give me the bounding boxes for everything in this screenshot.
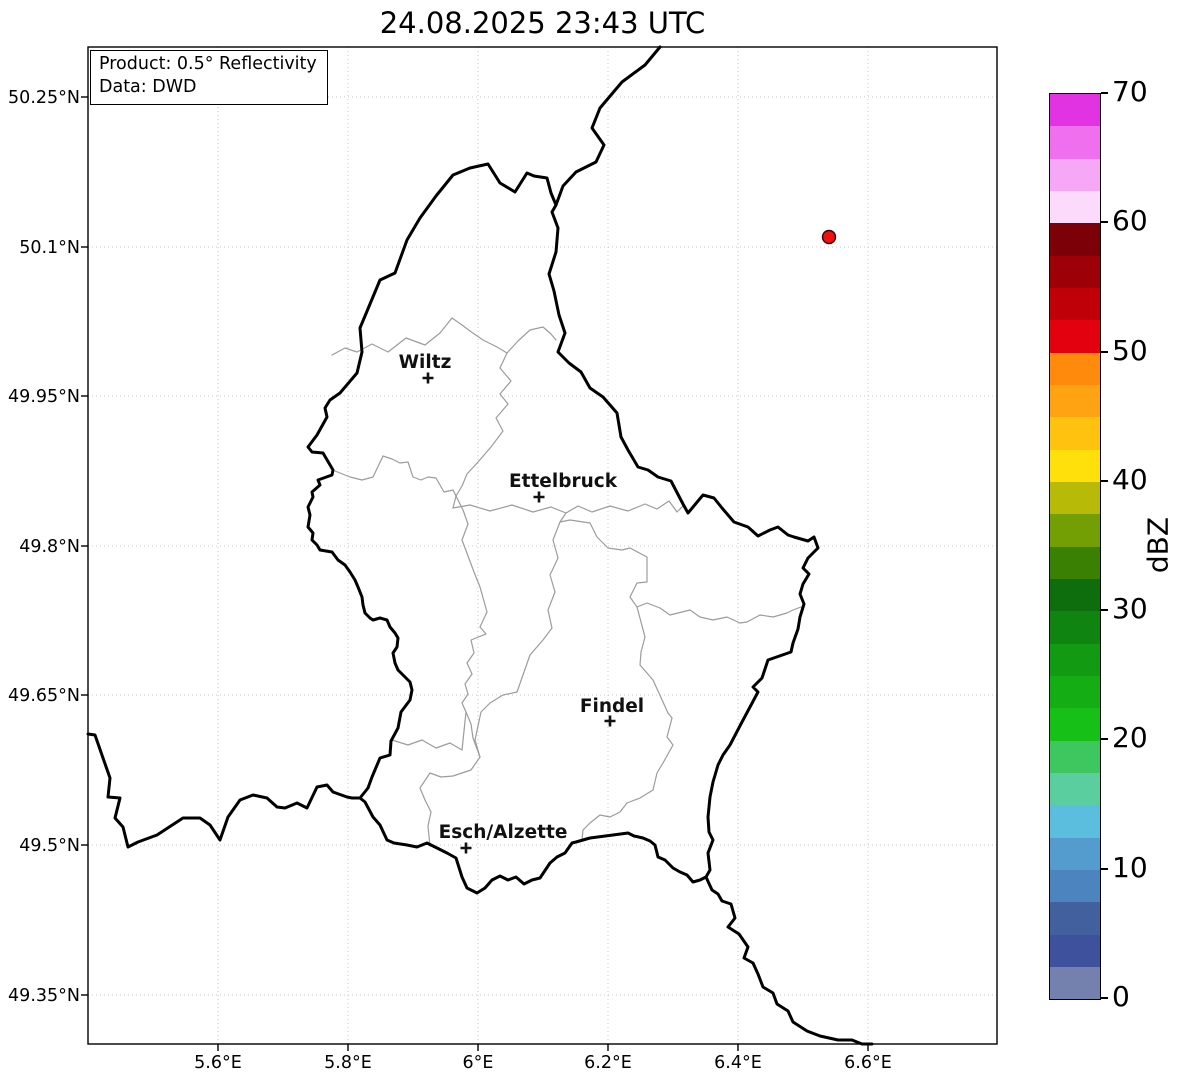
colorbar-segment <box>1050 481 1100 515</box>
x-tick-label: 6.6°E <box>844 1053 892 1073</box>
info-box: Product: 0.5° Reflectivity Data: DWD <box>90 50 328 105</box>
figure-title: 24.08.2025 23:43 UTC <box>379 6 706 40</box>
y-tick-label: 50.25°N <box>8 88 80 108</box>
colorbar-tick <box>1101 92 1108 94</box>
city-label: Wiltz <box>399 352 452 373</box>
x-tick-label: 6°E <box>463 1053 494 1073</box>
colorbar-segment <box>1050 578 1100 612</box>
colorbar-tick-label: 10 <box>1112 851 1148 885</box>
colorbar-segment <box>1050 902 1100 935</box>
district-border <box>506 326 557 354</box>
district-border <box>391 711 467 751</box>
y-tick-label: 49.65°N <box>8 686 80 706</box>
city-marker <box>604 715 616 727</box>
colorbar-tick <box>1101 868 1108 870</box>
colorbar-segment <box>1050 966 1100 1000</box>
colorbar-tick <box>1101 997 1108 999</box>
district-border <box>455 352 512 497</box>
colorbar-segment <box>1050 449 1100 482</box>
colorbar-axis-label: dBZ <box>1141 516 1175 574</box>
colorbar-tick-label: 70 <box>1112 75 1148 109</box>
district-border <box>331 317 508 356</box>
colorbar-tick <box>1101 738 1108 740</box>
colorbar-segment <box>1050 190 1100 224</box>
info-box-product: Product: 0.5° Reflectivity <box>99 54 317 74</box>
y-tick-label: 50.1°N <box>19 238 80 258</box>
colorbar-tick-label: 30 <box>1112 592 1148 626</box>
district-border <box>581 606 674 841</box>
city-marker <box>422 372 434 384</box>
radar-location-dot <box>821 229 837 245</box>
colorbar-tick-label: 40 <box>1112 463 1148 497</box>
district-border <box>419 495 488 847</box>
colorbar-segment <box>1050 384 1100 418</box>
colorbar-segment <box>1050 320 1100 353</box>
colorbar-tick <box>1101 351 1108 353</box>
district-border <box>474 521 561 758</box>
luxembourg-border <box>306 162 820 895</box>
city-label: Ettelbruck <box>509 471 618 492</box>
city-marker <box>533 491 545 503</box>
colorbar-segment <box>1050 158 1100 191</box>
colorbar-tick-label: 0 <box>1112 980 1130 1014</box>
colorbar-segment <box>1050 934 1100 967</box>
colorbar-segment <box>1050 643 1100 676</box>
colorbar-segment <box>1050 352 1100 385</box>
colorbar-tick <box>1101 609 1108 611</box>
info-box-data-source: Data: DWD <box>99 77 197 97</box>
colorbar <box>1049 93 1101 1000</box>
colorbar-tick <box>1101 480 1108 482</box>
colorbar-segment <box>1050 546 1100 579</box>
colorbar-segment <box>1050 772 1100 806</box>
colorbar-segment <box>1050 94 1100 127</box>
colorbar-tick <box>1101 221 1108 223</box>
x-tick-label: 6.4°E <box>714 1053 762 1073</box>
colorbar-segment <box>1050 869 1100 903</box>
colorbar-segment <box>1050 287 1100 321</box>
colorbar-tick-label: 60 <box>1112 204 1148 238</box>
colorbar-segment <box>1050 255 1100 288</box>
neighbor-country-border <box>554 45 662 207</box>
district-border <box>452 495 685 514</box>
colorbar-tick-label: 50 <box>1112 334 1148 368</box>
y-tick-label: 49.8°N <box>19 537 80 557</box>
x-tick-label: 5.8°E <box>324 1053 372 1073</box>
colorbar-segment <box>1050 805 1100 838</box>
city-label: Esch/Alzette <box>439 822 568 843</box>
neighbor-country-border <box>86 732 362 849</box>
colorbar-segment <box>1050 740 1100 773</box>
colorbar-segment <box>1050 514 1100 547</box>
colorbar-segment <box>1050 126 1100 159</box>
colorbar-tick-label: 20 <box>1112 721 1148 755</box>
city-label: Findel <box>580 696 644 717</box>
colorbar-segment <box>1050 675 1100 709</box>
y-tick-label: 49.35°N <box>8 986 80 1006</box>
city-marker <box>460 842 472 854</box>
x-tick-label: 5.6°E <box>194 1053 242 1073</box>
district-border <box>334 455 457 497</box>
colorbar-segment <box>1050 223 1100 256</box>
neighbor-country-border <box>704 875 874 1046</box>
y-tick-label: 49.5°N <box>19 836 80 856</box>
colorbar-segment <box>1050 611 1100 644</box>
district-border <box>559 512 802 624</box>
colorbar-segment <box>1050 837 1100 870</box>
colorbar-segment <box>1050 708 1100 741</box>
x-tick-label: 6.2°E <box>584 1053 632 1073</box>
y-tick-label: 49.95°N <box>8 387 80 407</box>
colorbar-segment <box>1050 417 1100 450</box>
